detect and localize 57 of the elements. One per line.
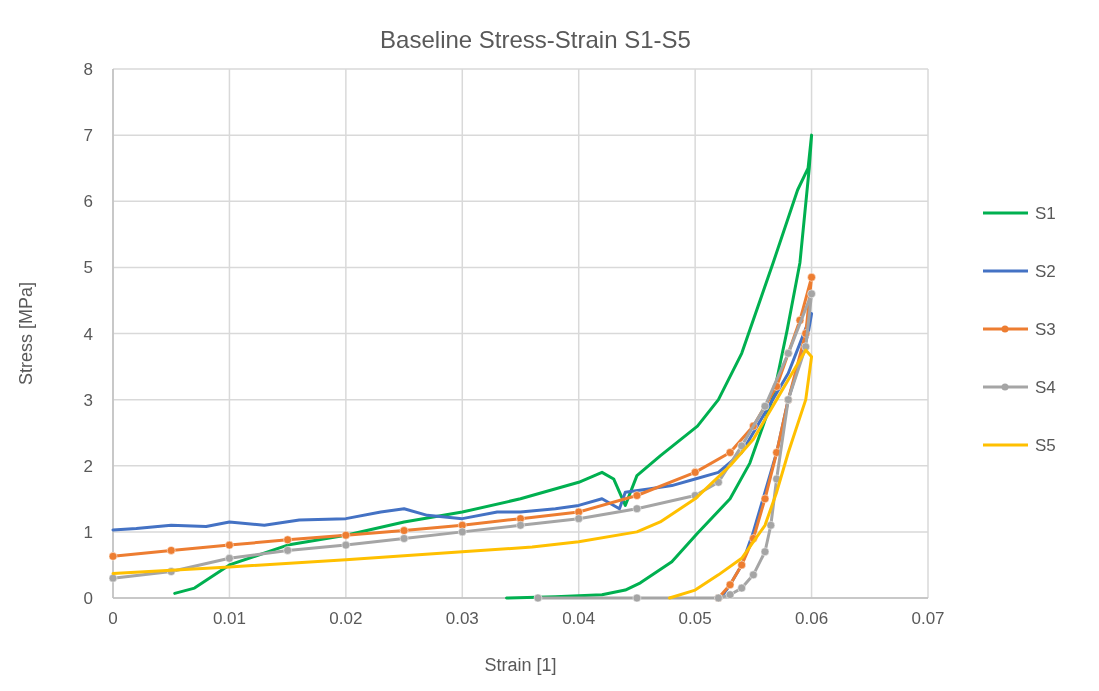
point (760, 494, 770, 504)
y-tick-label: 8 (83, 60, 93, 79)
point (690, 468, 700, 477)
point (725, 580, 735, 590)
x-tick-label: 0.03 (445, 609, 479, 628)
y-tick-label: 0 (83, 589, 93, 608)
point (760, 401, 770, 411)
point (166, 546, 176, 555)
y-tick-label: 5 (83, 258, 93, 278)
x-tick-label: 0.04 (562, 609, 596, 628)
y-tick-label: 2 (83, 456, 93, 476)
line-series (173, 133, 814, 600)
point (399, 534, 409, 543)
point (108, 552, 118, 561)
y-tick-label: 1 (83, 522, 93, 542)
point (341, 530, 351, 540)
point (737, 560, 746, 570)
y-axis-title: Stress [MPa] (16, 281, 36, 386)
point (225, 554, 234, 563)
point (725, 590, 735, 599)
legend-label: S1 (1035, 204, 1056, 223)
point (632, 491, 642, 500)
point (807, 289, 816, 299)
point (225, 540, 234, 550)
point (341, 540, 351, 550)
point (725, 448, 735, 457)
y-tick-label: 7 (83, 126, 93, 146)
point (283, 535, 292, 545)
y-tick-label: 3 (83, 390, 93, 410)
point (516, 521, 525, 530)
x-tick-label: 0.05 (678, 609, 712, 628)
x-tick-label: 0.06 (795, 609, 829, 628)
chart-title: Baseline Stress-Strain S1-S5 (380, 26, 691, 53)
point (632, 504, 642, 513)
legend-label: S2 (1035, 262, 1056, 281)
x-tick-label: 0 (108, 609, 118, 628)
point (632, 593, 642, 603)
legend-label: S4 (1035, 378, 1056, 397)
x-tick-label: 0.02 (329, 609, 363, 628)
point (399, 526, 409, 535)
legend-label: S3 (1035, 320, 1056, 339)
point (574, 514, 583, 523)
point (760, 547, 770, 556)
point (749, 570, 758, 580)
legend-label: S5 (1035, 436, 1056, 455)
point (737, 583, 746, 593)
point (807, 273, 816, 282)
point (766, 521, 776, 530)
y-tick-label: 6 (83, 192, 93, 212)
x-axis-title: Strain [1] (484, 655, 557, 675)
x-tick-label: 0.07 (911, 609, 945, 628)
point (283, 546, 292, 555)
point (458, 527, 467, 537)
point (533, 593, 543, 603)
y-tick-label: 4 (83, 324, 93, 344)
point (108, 573, 118, 583)
x-tick-label: 0.01 (212, 609, 246, 628)
